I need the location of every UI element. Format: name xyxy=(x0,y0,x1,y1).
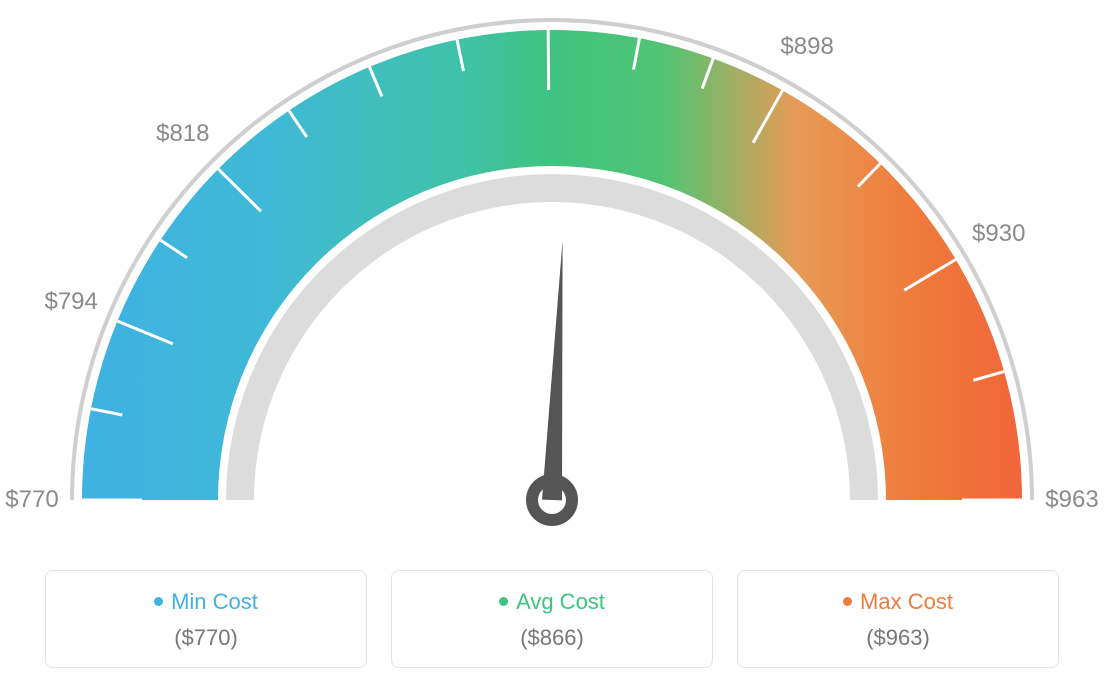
gauge-tick-label: $963 xyxy=(1045,486,1098,514)
legend-title-avg: Avg Cost xyxy=(392,589,712,615)
legend-label-min: Min Cost xyxy=(171,589,258,614)
legend-dot-avg xyxy=(499,597,508,606)
legend-title-min: Min Cost xyxy=(46,589,366,615)
gauge-tick-label: $794 xyxy=(44,288,97,316)
legend-dot-min xyxy=(154,597,163,606)
gauge-svg xyxy=(0,0,1104,560)
legend-value-avg: ($866) xyxy=(392,625,712,651)
legend-value-min: ($770) xyxy=(46,625,366,651)
legend-card-min: Min Cost ($770) xyxy=(45,570,367,668)
legend-row: Min Cost ($770) Avg Cost ($866) Max Cost… xyxy=(0,570,1104,668)
gauge-tick-label: $818 xyxy=(156,120,209,148)
legend-title-max: Max Cost xyxy=(738,589,1058,615)
legend-value-max: ($963) xyxy=(738,625,1058,651)
cost-gauge-widget: $770$794$818$866$898$930$963 Min Cost ($… xyxy=(0,0,1104,690)
legend-card-avg: Avg Cost ($866) xyxy=(391,570,713,668)
gauge-area: $770$794$818$866$898$930$963 xyxy=(0,0,1104,560)
legend-card-max: Max Cost ($963) xyxy=(737,570,1059,668)
legend-label-avg: Avg Cost xyxy=(516,589,605,614)
gauge-tick-label: $770 xyxy=(5,486,58,514)
legend-dot-max xyxy=(843,597,852,606)
legend-label-max: Max Cost xyxy=(860,589,953,614)
gauge-tick-label: $898 xyxy=(780,33,833,61)
gauge-tick-label: $930 xyxy=(972,220,1025,248)
